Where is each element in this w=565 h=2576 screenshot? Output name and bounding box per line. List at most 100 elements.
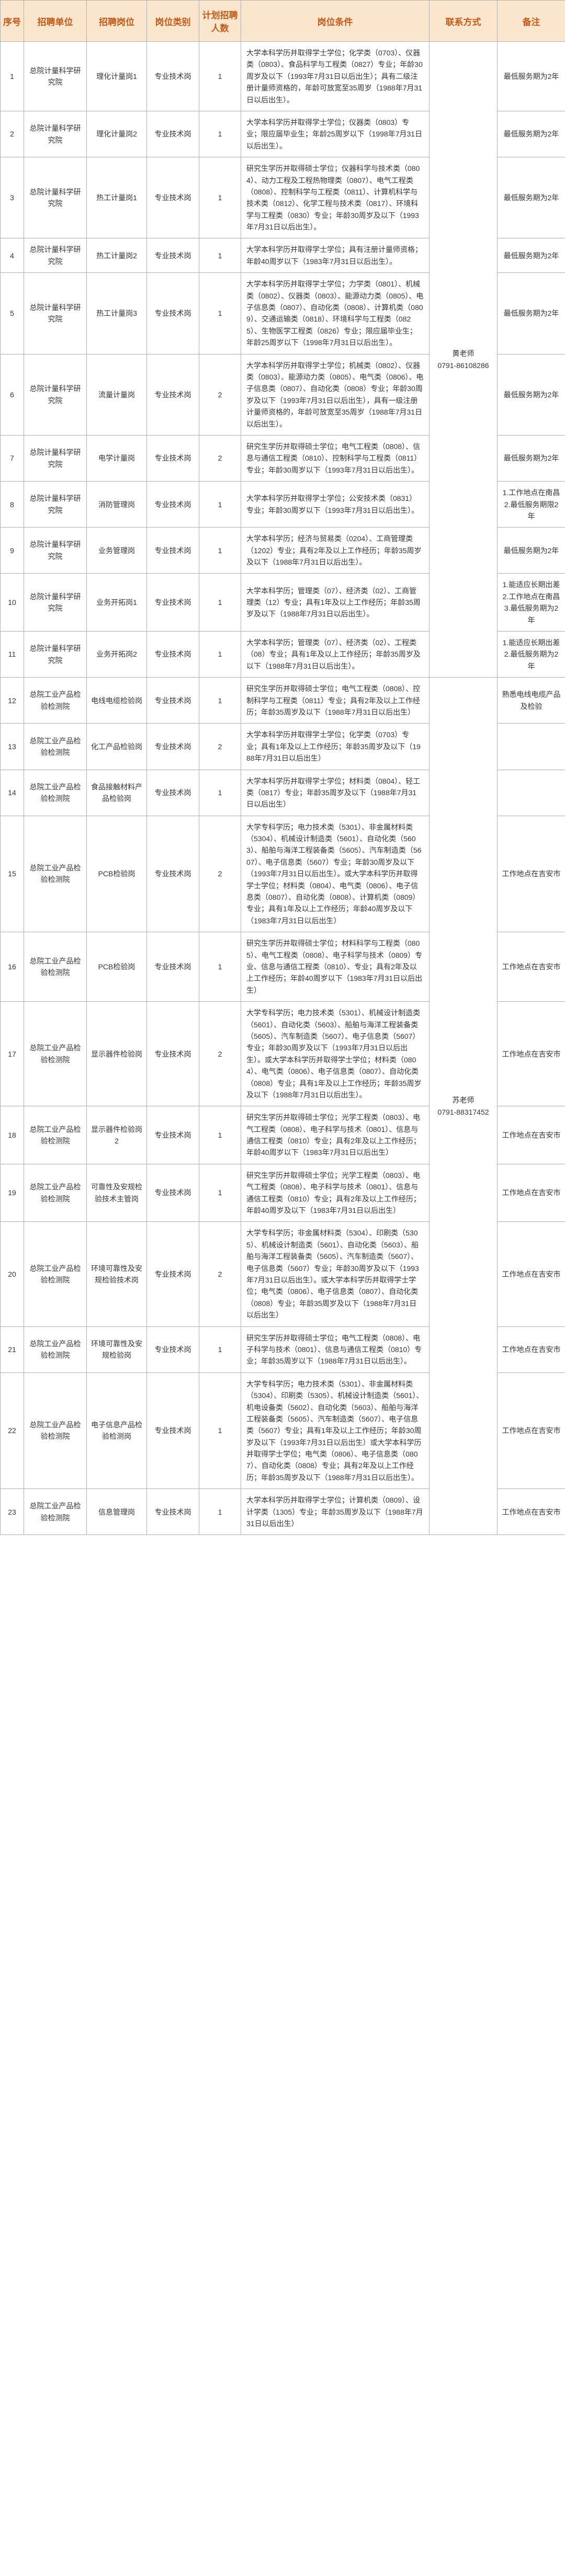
cell-type: 专业技术岗 bbox=[147, 435, 199, 481]
contact-cell: 苏老师 0791-88317452 bbox=[430, 678, 498, 1535]
cell-idx: 3 bbox=[1, 157, 24, 238]
cell-unit: 总院计量科学研究院 bbox=[24, 632, 87, 678]
cell-num: 2 bbox=[199, 354, 241, 435]
cell-num: 1 bbox=[199, 1372, 241, 1489]
cell-type: 专业技术岗 bbox=[147, 1222, 199, 1326]
cell-note: 最低服务期为2年 bbox=[498, 238, 565, 273]
cell-cond: 大学专科学历；电力技术类（5301）、非金属材料类（5304）、印刷类（5305… bbox=[241, 1372, 430, 1489]
cell-unit: 总院工业产品检验检测院 bbox=[24, 1106, 87, 1164]
cell-num: 1 bbox=[199, 273, 241, 354]
cell-unit: 总院工业产品检验检测院 bbox=[24, 1372, 87, 1489]
cell-num: 1 bbox=[199, 42, 241, 111]
cell-cond: 大学本科学历并取得学士学位；计算机类（0809）、设计学类（1305）专业；年龄… bbox=[241, 1489, 430, 1535]
cell-note bbox=[498, 724, 565, 770]
cell-unit: 总院工业产品检验检测院 bbox=[24, 1489, 87, 1535]
cell-type: 专业技术岗 bbox=[147, 724, 199, 770]
cell-idx: 12 bbox=[1, 678, 24, 724]
cell-post: 消防管理岗 bbox=[87, 482, 147, 528]
cell-idx: 18 bbox=[1, 1106, 24, 1164]
cell-unit: 总院计量科学研究院 bbox=[24, 238, 87, 273]
cell-note: 最低服务期为2年 bbox=[498, 111, 565, 157]
cell-idx: 7 bbox=[1, 435, 24, 481]
cell-unit: 总院工业产品检验检测院 bbox=[24, 816, 87, 932]
cell-type: 专业技术岗 bbox=[147, 678, 199, 724]
cell-idx: 22 bbox=[1, 1372, 24, 1489]
cell-cond: 大学本科学历并取得学士学位；化学类（0703）专业；具有1年及以上工作经历；年龄… bbox=[241, 724, 430, 770]
cell-type: 专业技术岗 bbox=[147, 770, 199, 816]
cell-cond: 大学本科学历并取得学士学位；公安技术类（0831）专业；年龄30周岁以下（199… bbox=[241, 482, 430, 528]
cell-unit: 总院工业产品检验检测院 bbox=[24, 724, 87, 770]
cell-post: 业务开拓岗1 bbox=[87, 574, 147, 632]
contact-cell: 黄老师 0791-86108286 bbox=[430, 42, 498, 678]
cell-idx: 21 bbox=[1, 1326, 24, 1372]
cell-num: 1 bbox=[199, 678, 241, 724]
cell-type: 专业技术岗 bbox=[147, 273, 199, 354]
recruitment-table: 序号招聘单位招聘岗位岗位类别计划招聘人数岗位条件联系方式备注 1总院计量科学研究… bbox=[0, 0, 565, 1535]
cell-note: 1.能适应长期出差 2.最低服务期为2年 bbox=[498, 632, 565, 678]
cell-post: 热工计量岗1 bbox=[87, 157, 147, 238]
cell-cond: 研究生学历并取得硕士学位；仪器科学与技术类（0804）、动力工程及工程热物理类（… bbox=[241, 157, 430, 238]
cell-cond: 研究生学历并取得硕士学位；电气工程类（0808）、控制科学与工程类（0811）专… bbox=[241, 678, 430, 724]
cell-idx: 17 bbox=[1, 1002, 24, 1106]
cell-type: 专业技术岗 bbox=[147, 111, 199, 157]
cell-cond: 大学本科学历并取得学士学位；具有注册计量师资格；年龄40周岁以下（1983年7月… bbox=[241, 238, 430, 273]
cell-num: 2 bbox=[199, 1222, 241, 1326]
cell-note: 最低服务期为2年 bbox=[498, 435, 565, 481]
cell-num: 1 bbox=[199, 482, 241, 528]
cell-type: 专业技术岗 bbox=[147, 528, 199, 574]
cell-note: 最低服务期为2年 bbox=[498, 354, 565, 435]
cell-unit: 总院计量科学研究院 bbox=[24, 273, 87, 354]
cell-post: 信息管理岗 bbox=[87, 1489, 147, 1535]
cell-unit: 总院工业产品检验检测院 bbox=[24, 1326, 87, 1372]
cell-type: 专业技术岗 bbox=[147, 42, 199, 111]
cell-num: 1 bbox=[199, 932, 241, 1002]
cell-post: 电学计量岗 bbox=[87, 435, 147, 481]
cell-post: 显示器件检验岗2 bbox=[87, 1106, 147, 1164]
cell-num: 1 bbox=[199, 1489, 241, 1535]
cell-unit: 总院计量科学研究院 bbox=[24, 574, 87, 632]
cell-unit: 总院工业产品检验检测院 bbox=[24, 1002, 87, 1106]
cell-type: 专业技术岗 bbox=[147, 238, 199, 273]
cell-note: 工作地点在吉安市 bbox=[498, 816, 565, 932]
cell-idx: 14 bbox=[1, 770, 24, 816]
cell-note: 最低服务期为2年 bbox=[498, 42, 565, 111]
cell-post: 电子信息产品检验检测岗 bbox=[87, 1372, 147, 1489]
cell-note bbox=[498, 770, 565, 816]
table-header-row: 序号招聘单位招聘岗位岗位类别计划招聘人数岗位条件联系方式备注 bbox=[1, 1, 565, 42]
cell-unit: 总院计量科学研究院 bbox=[24, 482, 87, 528]
cell-num: 1 bbox=[199, 1106, 241, 1164]
cell-note: 工作地点在吉安市 bbox=[498, 1372, 565, 1489]
cell-type: 专业技术岗 bbox=[147, 354, 199, 435]
cell-unit: 总院工业产品检验检测院 bbox=[24, 1164, 87, 1222]
cell-post: 理化计量岗1 bbox=[87, 42, 147, 111]
cell-post: 业务管理岗 bbox=[87, 528, 147, 574]
cell-note: 最低服务期为2年 bbox=[498, 273, 565, 354]
cell-idx: 4 bbox=[1, 238, 24, 273]
cell-type: 专业技术岗 bbox=[147, 1106, 199, 1164]
cell-post: 可靠性及安规检验技术主管岗 bbox=[87, 1164, 147, 1222]
cell-cond: 研究生学历并取得硕士学位；光学工程类（0803）、电气工程类（0808）、电子科… bbox=[241, 1106, 430, 1164]
table-row: 12总院工业产品检验检测院电线电缆检验岗专业技术岗1研究生学历并取得硕士学位；电… bbox=[1, 678, 565, 724]
cell-idx: 13 bbox=[1, 724, 24, 770]
cell-type: 专业技术岗 bbox=[147, 1372, 199, 1489]
cell-post: PCB检验岗 bbox=[87, 816, 147, 932]
cell-idx: 10 bbox=[1, 574, 24, 632]
col-header-7: 备注 bbox=[498, 1, 565, 42]
cell-num: 1 bbox=[199, 528, 241, 574]
cell-note: 工作地点在吉安市 bbox=[498, 1489, 565, 1535]
table-body: 1总院计量科学研究院理化计量岗1专业技术岗1大学本科学历并取得学士学位；化学类（… bbox=[1, 42, 565, 1535]
cell-unit: 总院计量科学研究院 bbox=[24, 435, 87, 481]
cell-note: 工作地点在吉安市 bbox=[498, 1106, 565, 1164]
cell-cond: 大学本科学历并取得学士学位；力学类（0801）、机械类（0802）、仪器类（08… bbox=[241, 273, 430, 354]
cell-num: 2 bbox=[199, 1002, 241, 1106]
cell-unit: 总院计量科学研究院 bbox=[24, 111, 87, 157]
cell-note: 工作地点在吉安市 bbox=[498, 1164, 565, 1222]
cell-idx: 1 bbox=[1, 42, 24, 111]
cell-cond: 研究生学历并取得硕士学位；光学工程类（0803）、电气工程类（0808）、电子科… bbox=[241, 1164, 430, 1222]
cell-post: 食品接触材料产品检验岗 bbox=[87, 770, 147, 816]
cell-post: PCB检验岗 bbox=[87, 932, 147, 1002]
cell-post: 业务开拓岗2 bbox=[87, 632, 147, 678]
cell-idx: 11 bbox=[1, 632, 24, 678]
cell-type: 专业技术岗 bbox=[147, 1326, 199, 1372]
cell-num: 1 bbox=[199, 238, 241, 273]
